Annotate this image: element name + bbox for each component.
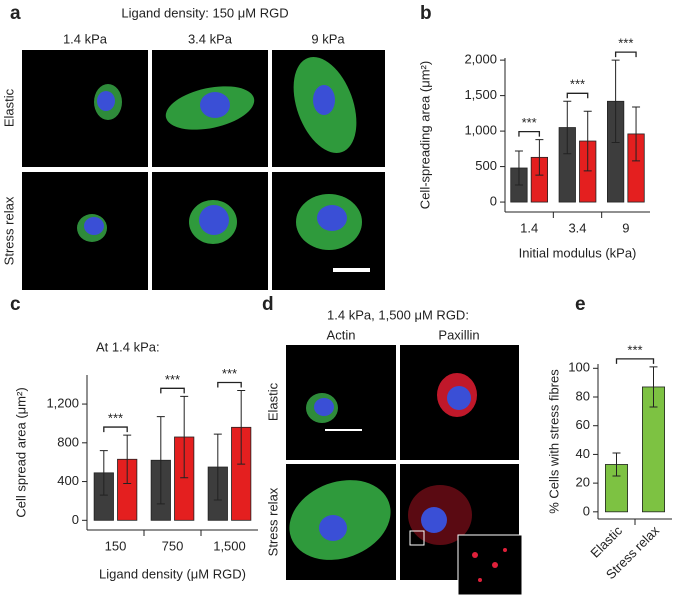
y-tick-label: 0 — [72, 512, 79, 527]
micrographs-a — [22, 50, 385, 290]
significance-label: *** — [570, 77, 585, 92]
y-axis-label: % Cells with stress fibres — [546, 369, 561, 514]
error-bar — [611, 59, 620, 143]
significance-bracket — [103, 426, 128, 433]
significance-bracket — [217, 381, 242, 388]
x-tick-label: 3.4 — [568, 220, 586, 235]
y-tick-label: 1,500 — [464, 87, 497, 102]
y-tick-label: 800 — [57, 434, 79, 449]
error-bar — [535, 139, 544, 176]
significance-label: *** — [618, 36, 633, 51]
column-label: 3.4 kPa — [188, 31, 233, 46]
chart-subtitle: At 1.4 kPa: — [96, 339, 160, 354]
y-axis-label: Cell-spreading area (μm²) — [417, 61, 432, 209]
row-label: Stress relax — [265, 487, 280, 556]
y-tick-label: 100 — [568, 360, 590, 375]
x-tick-label: 1.4 — [520, 220, 538, 235]
row-label: Stress relax — [1, 196, 16, 265]
error-bar — [180, 395, 189, 479]
significance-label: *** — [108, 411, 123, 426]
y-axis-label: Cell spread area (μm²) — [13, 387, 28, 517]
panel-letter: c — [10, 294, 21, 315]
column-label: Paxillin — [438, 327, 479, 342]
x-tick-label: 9 — [622, 220, 629, 235]
column-label: 9 kPa — [311, 31, 345, 46]
error-bar — [632, 106, 641, 162]
significance-bracket — [566, 92, 589, 99]
x-tick-label: 150 — [105, 538, 127, 553]
significance-label: *** — [522, 115, 537, 130]
panel-title: 1.4 kPa, 1,500 μM RGD: — [327, 307, 469, 322]
row-label: Elastic — [1, 88, 16, 127]
significance-bracket — [614, 51, 637, 58]
error-bar — [237, 390, 246, 465]
row-label: Elastic — [265, 382, 280, 421]
x-tick-label: 750 — [162, 538, 184, 553]
panel-letter: d — [262, 294, 274, 315]
y-tick-label: 2,000 — [464, 52, 497, 67]
error-bar — [213, 433, 222, 501]
error-bar — [612, 452, 621, 477]
error-bar — [99, 450, 108, 496]
significance-bracket — [160, 387, 185, 394]
significance-bracket — [615, 358, 655, 364]
y-tick-label: 80 — [576, 388, 590, 403]
panel-title: Ligand density: 150 μM RGD — [121, 5, 288, 20]
significance-label: *** — [165, 372, 180, 387]
error-bar — [563, 100, 572, 155]
y-tick-label: 0 — [490, 194, 497, 209]
error-bar — [156, 416, 165, 505]
column-label: Actin — [327, 327, 356, 342]
y-tick-label: 500 — [475, 158, 497, 173]
y-tick-label: 400 — [57, 473, 79, 488]
error-bar — [649, 366, 658, 408]
micrographs-d — [286, 345, 523, 596]
y-tick-label: 1,200 — [46, 396, 79, 411]
error-bar — [583, 110, 592, 172]
panel-letter: b — [420, 3, 432, 24]
significance-bracket — [518, 130, 541, 137]
significance-label: *** — [222, 366, 237, 381]
y-tick-label: 20 — [576, 475, 590, 490]
panel-letter: e — [575, 294, 586, 315]
y-tick-label: 0 — [583, 503, 590, 518]
error-bar — [514, 150, 523, 186]
x-axis-label: Initial modulus (kPa) — [519, 245, 637, 260]
x-axis-label: Ligand density (μM RGD) — [99, 566, 246, 581]
y-tick-label: 40 — [576, 446, 590, 461]
column-label: 1.4 kPa — [63, 31, 108, 46]
error-bar — [123, 434, 132, 484]
y-tick-label: 1,000 — [464, 123, 497, 138]
panel-letter: a — [10, 3, 21, 24]
x-tick-label: 1,500 — [213, 538, 246, 553]
y-tick-label: 60 — [576, 417, 590, 432]
significance-label: *** — [627, 342, 642, 357]
